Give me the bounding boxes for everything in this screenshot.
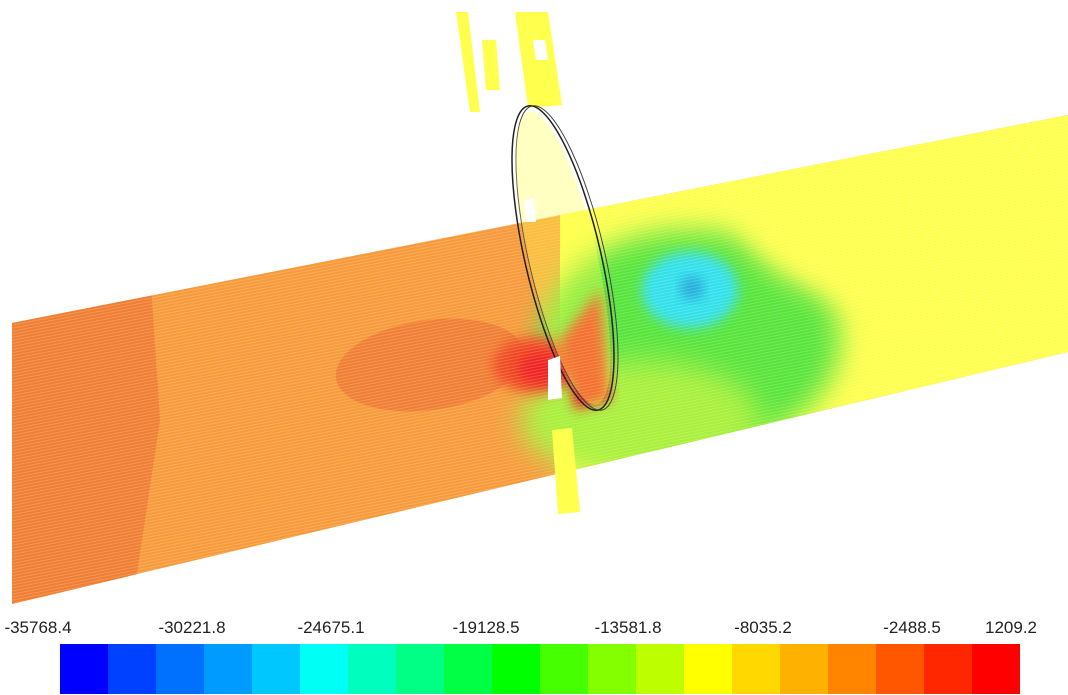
colorbar-swatch [492,644,540,694]
colorbar-label: -19128.5 [452,618,520,637]
colorbar-label: 1209.2 [985,618,1037,637]
colorbar-swatch [828,644,876,694]
colorbar-swatch [108,644,156,694]
colorbar-label: -35768.4 [4,618,72,637]
valve-stem-lower [552,428,580,514]
colorbar-label: -13581.8 [594,618,662,637]
colorbar-swatch [876,644,924,694]
pressure-contour-view [12,12,1068,604]
colorbar-swatch [780,644,828,694]
colorbar-swatch [252,644,300,694]
colorbar-swatch [636,644,684,694]
colorbar-swatch [540,644,588,694]
colorbar-tick-labels: -35768.4 -30221.8 -24675.1 -19128.5 -135… [0,618,1068,644]
colorbar-swatch [348,644,396,694]
colorbar-swatch [396,644,444,694]
colorbar-swatch [732,644,780,694]
colorbar-swatch [684,644,732,694]
colorbar-swatch [60,644,108,694]
colorbar-label: -24675.1 [297,618,365,637]
colorbar-swatch [588,644,636,694]
colorbar-swatch [972,644,1020,694]
colorbar-label: -2488.5 [883,618,941,637]
colorbar-swatch [300,644,348,694]
colorbar [60,644,1020,694]
colorbar-swatch [924,644,972,694]
colorbar-swatch [156,644,204,694]
colorbar-label: -8035.2 [734,618,792,637]
valve-stem-upper [456,12,562,112]
colorbar-swatch [204,644,252,694]
colorbar-swatch [444,644,492,694]
valve-disc [511,105,619,411]
colorbar-label: -30221.8 [158,618,226,637]
